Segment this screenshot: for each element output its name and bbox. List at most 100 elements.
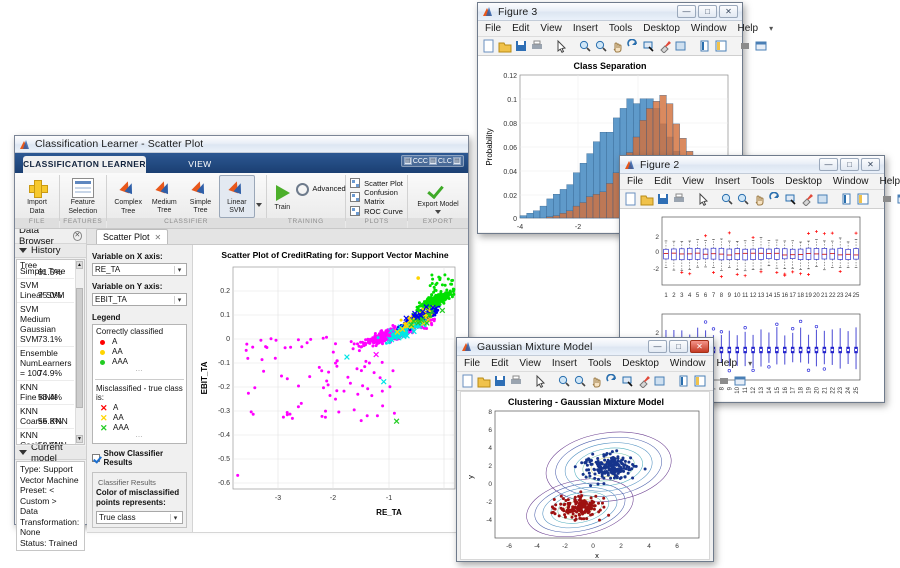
new-icon[interactable] bbox=[461, 374, 475, 388]
history-header[interactable]: History bbox=[15, 244, 86, 258]
y-axis-select[interactable]: EBIT_TA ▾ bbox=[92, 293, 187, 306]
ribbon[interactable]: Import Data FILE Feature Selection FEATU… bbox=[15, 173, 469, 229]
history-list[interactable]: Tree Simple Tree 61.5% SVM Linear SVM 75… bbox=[16, 259, 85, 445]
save-icon[interactable] bbox=[514, 39, 528, 53]
menu-overflow-icon[interactable]: ▾ bbox=[769, 24, 774, 33]
gmm-window[interactable]: Gaussian Mixture Model — □ ✕ File Edit V… bbox=[456, 337, 752, 562]
figure3-menu-bar[interactable]: File Edit View Insert Tools Desktop Wind… bbox=[478, 21, 773, 37]
maximize-button[interactable]: □ bbox=[669, 340, 688, 353]
classifier-simple-tree[interactable]: Simple Tree bbox=[183, 176, 218, 217]
menu-desktop[interactable]: Desktop bbox=[622, 358, 659, 369]
zoom-in-icon[interactable] bbox=[557, 374, 571, 388]
menu-edit[interactable]: Edit bbox=[512, 23, 530, 34]
document-tab-strip[interactable]: Scatter Plot ✕ bbox=[87, 229, 468, 245]
list-item[interactable]: KNN Cosine KNN 58.6% bbox=[17, 429, 74, 444]
zoom-in-icon[interactable] bbox=[578, 39, 592, 53]
pan-icon[interactable] bbox=[610, 39, 624, 53]
figure3-title-bar[interactable]: Figure 3 — □ ✕ bbox=[478, 3, 742, 21]
history-scrollbar[interactable]: ▲ ▼ bbox=[75, 260, 84, 444]
ribbon-tab-strip[interactable]: CLASSIFICATION LEARNER VIEW ▤ CCC ▤ CLC ▤ bbox=[15, 153, 468, 173]
legend-icon[interactable] bbox=[693, 374, 707, 388]
print-icon[interactable] bbox=[672, 192, 686, 206]
classifier-complex-tree[interactable]: Complex Tree bbox=[111, 176, 146, 218]
zoom-out-icon[interactable] bbox=[594, 39, 608, 53]
brush-icon[interactable] bbox=[637, 374, 651, 388]
minimize-button[interactable]: — bbox=[819, 158, 838, 171]
open-icon[interactable] bbox=[498, 39, 512, 53]
menu-file[interactable]: File bbox=[485, 23, 502, 34]
pointer-icon[interactable] bbox=[554, 39, 568, 53]
tab-classification-learner[interactable]: CLASSIFICATION LEARNER bbox=[23, 156, 146, 173]
scatter-plot-canvas[interactable]: Scatter Plot of CreditRating for: Suppor… bbox=[193, 245, 468, 532]
gmm-title-bar[interactable]: Gaussian Mixture Model — □ ✕ bbox=[457, 338, 713, 356]
gmm-canvas[interactable]: Clustering - Gaussian Mixture Model 8 6 … bbox=[460, 391, 710, 560]
menu-help[interactable]: Help bbox=[879, 176, 900, 187]
zoom-out-icon[interactable] bbox=[573, 374, 587, 388]
qa-extra[interactable]: ▤ bbox=[453, 157, 461, 165]
minimize-button[interactable]: — bbox=[648, 340, 667, 353]
menu-insert[interactable]: Insert bbox=[714, 176, 740, 187]
pan-icon[interactable] bbox=[589, 374, 603, 388]
scrollbar-thumb[interactable] bbox=[76, 288, 83, 408]
print-icon[interactable] bbox=[530, 39, 544, 53]
list-item[interactable]: SVM Linear SVM 75.0% bbox=[17, 279, 74, 303]
rotate-icon[interactable] bbox=[605, 374, 619, 388]
datacursor-icon[interactable] bbox=[642, 39, 656, 53]
chevron-down-icon[interactable] bbox=[435, 209, 442, 214]
list-item[interactable]: Ensemble NumLearners = 100 74.9% bbox=[17, 347, 74, 381]
chevron-down-icon[interactable]: ▾ bbox=[174, 295, 184, 304]
plot-confusion-matrix-button[interactable]: Confusion Matrix bbox=[350, 188, 403, 206]
brush-icon[interactable] bbox=[800, 192, 814, 206]
menu-window[interactable]: Window bbox=[832, 176, 869, 187]
menu-file[interactable]: File bbox=[464, 358, 481, 369]
zoom-in-icon[interactable] bbox=[720, 192, 734, 206]
minimize-button[interactable]: — bbox=[677, 5, 696, 18]
cl-title-bar[interactable]: Classification Learner - Scatter Plot bbox=[15, 136, 468, 153]
menu-window[interactable]: Window bbox=[669, 358, 706, 369]
rotate-icon[interactable] bbox=[626, 39, 640, 53]
hidedock-icon[interactable] bbox=[738, 39, 752, 53]
qa-clc[interactable]: ▤ CLC bbox=[428, 157, 452, 165]
dock-icon[interactable] bbox=[754, 39, 768, 53]
maximize-button[interactable]: □ bbox=[840, 158, 859, 171]
maximize-button[interactable]: □ bbox=[698, 5, 717, 18]
list-item[interactable]: KNN Fine KNN 56.4% bbox=[17, 381, 74, 405]
open-icon[interactable] bbox=[477, 374, 491, 388]
figure2-title-bar[interactable]: Figure 2 — □ ✕ bbox=[620, 156, 884, 174]
pointer-icon[interactable] bbox=[533, 374, 547, 388]
classifier-linear-svm[interactable]: Linear SVM bbox=[219, 175, 255, 218]
save-icon[interactable] bbox=[656, 192, 670, 206]
advanced-button[interactable]: Advanced bbox=[296, 180, 346, 196]
plot-scatter-plot-button[interactable]: Scatter Plot bbox=[350, 177, 403, 190]
close-button[interactable]: ✕ bbox=[719, 5, 738, 18]
menu-view[interactable]: View bbox=[519, 358, 541, 369]
figure2-canvas[interactable]: 2 0 -2 1 2 3 4 5 6 7 8 9 10 11 12 13 14 15 16 17 18 19 20 21… bbox=[620, 209, 884, 401]
plot-roc-curve-button[interactable]: ROC Curve bbox=[350, 205, 403, 218]
classifier-medium-tree[interactable]: Medium Tree bbox=[147, 176, 182, 217]
export-model-button[interactable]: Export Model bbox=[412, 178, 464, 216]
chevron-down-icon[interactable] bbox=[255, 202, 262, 207]
figure2-window[interactable]: Figure 2 — □ ✕ File Edit View Insert Too… bbox=[619, 155, 900, 403]
legend-icon[interactable] bbox=[856, 192, 870, 206]
print-icon[interactable] bbox=[509, 374, 523, 388]
tab-view[interactable]: VIEW bbox=[188, 159, 212, 169]
link-icon[interactable] bbox=[674, 39, 688, 53]
figure2-toolbar[interactable] bbox=[620, 190, 900, 209]
link-icon[interactable] bbox=[653, 374, 667, 388]
close-icon[interactable]: ✕ bbox=[154, 232, 162, 242]
feature-selection-button[interactable]: Feature Selection bbox=[64, 176, 102, 218]
open-icon[interactable] bbox=[640, 192, 654, 206]
datacursor-icon[interactable] bbox=[784, 192, 798, 206]
show-classifier-results-checkbox[interactable]: Show Classifier Results bbox=[92, 449, 187, 467]
hidedock-icon[interactable] bbox=[717, 374, 731, 388]
new-icon[interactable] bbox=[482, 39, 496, 53]
colorbar-icon[interactable] bbox=[677, 374, 691, 388]
current-model-header[interactable]: Current model bbox=[15, 442, 86, 464]
chevron-down-icon[interactable]: ▾ bbox=[170, 513, 180, 522]
menu-insert[interactable]: Insert bbox=[572, 23, 598, 34]
colorbar-icon[interactable] bbox=[840, 192, 854, 206]
scroll-down-arrow-icon[interactable]: ▼ bbox=[76, 435, 83, 443]
close-button[interactable]: ✕ bbox=[690, 340, 709, 353]
menu-desktop[interactable]: Desktop bbox=[643, 23, 680, 34]
menu-file[interactable]: File bbox=[627, 176, 644, 187]
